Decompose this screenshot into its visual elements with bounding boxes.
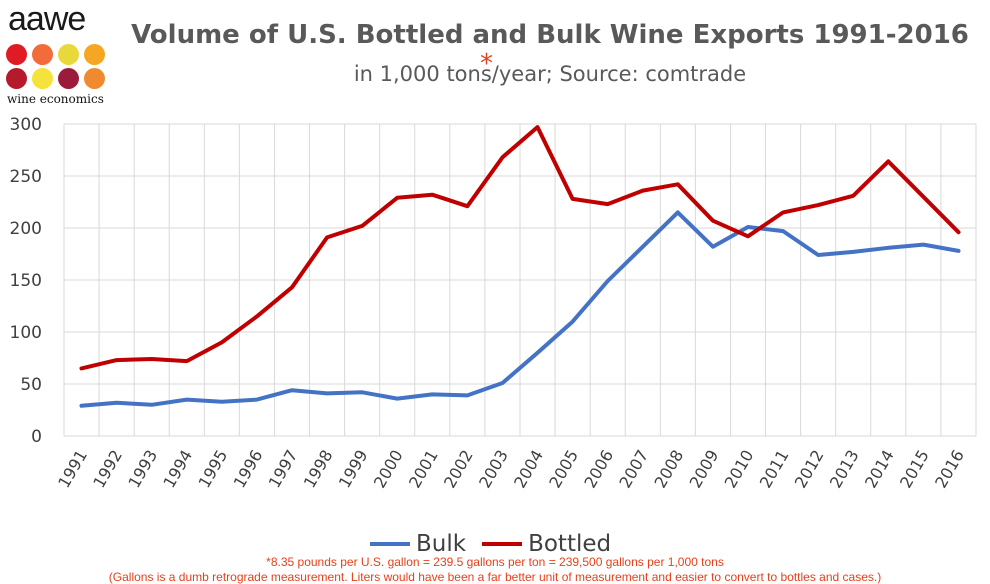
logo-dot bbox=[84, 44, 105, 65]
y-tick-label: 0 bbox=[31, 427, 42, 447]
x-tick-label: 1998 bbox=[300, 447, 337, 492]
series-lines bbox=[79, 125, 961, 408]
legend-swatch-bottled bbox=[482, 542, 523, 546]
logo-dot bbox=[58, 44, 79, 65]
x-tick-label: 1996 bbox=[230, 447, 267, 492]
x-tick-label: 1999 bbox=[335, 447, 372, 492]
y-tick-label: 200 bbox=[10, 219, 42, 239]
y-tick-label: 300 bbox=[10, 115, 42, 135]
logo-dot bbox=[32, 68, 53, 89]
x-tick-label: 2001 bbox=[405, 447, 442, 492]
logo-wordmark: aawe bbox=[8, 0, 86, 38]
x-tick-label: 1992 bbox=[89, 447, 126, 492]
logo-dot bbox=[6, 68, 27, 89]
legend-label-bottled: Bottled bbox=[528, 531, 612, 557]
logo-dot bbox=[6, 44, 27, 65]
y-axis-ticks: 0 50 100 150 200 250 300 bbox=[10, 115, 42, 447]
x-tick-label: 2011 bbox=[756, 447, 793, 492]
x-tick-label: 2015 bbox=[896, 447, 933, 492]
x-tick-label: 2008 bbox=[650, 447, 687, 492]
x-tick-label: 2004 bbox=[510, 447, 547, 492]
logo-tagline: wine economics bbox=[7, 92, 104, 106]
x-tick-label: 2003 bbox=[475, 447, 512, 492]
x-tick-label: 2000 bbox=[370, 447, 407, 492]
legend-item-bulk: Bulk bbox=[370, 531, 466, 557]
x-tick-label: 1993 bbox=[124, 447, 161, 492]
y-tick-label: 50 bbox=[20, 375, 42, 395]
chart-subtitle: in 1,000 tons/year; Source: comtrade bbox=[353, 62, 747, 86]
x-tick-label: 1994 bbox=[159, 447, 196, 492]
y-tick-label: 150 bbox=[10, 271, 42, 291]
x-tick-label: 2007 bbox=[615, 447, 652, 492]
series-line-bulk bbox=[79, 210, 961, 408]
x-tick-label: 2012 bbox=[791, 447, 828, 492]
x-tick-label: 2009 bbox=[686, 447, 723, 492]
aawe-logo: aawe wine economics bbox=[6, 0, 116, 108]
legend-item-bottled: Bottled bbox=[482, 531, 611, 557]
legend-label-bulk: Bulk bbox=[416, 531, 467, 557]
chart-title: Volume of U.S. Bottled and Bulk Wine Exp… bbox=[131, 20, 969, 50]
footnote-remark: (Gallons is a dumb retrograde measuremen… bbox=[108, 570, 882, 584]
logo-dot bbox=[84, 68, 105, 89]
legend-swatch-bulk bbox=[370, 542, 410, 546]
y-tick-label: 250 bbox=[10, 167, 42, 187]
x-tick-label: 2005 bbox=[545, 447, 582, 492]
x-tick-label: 1995 bbox=[194, 447, 231, 492]
footnote-conversion: *8.35 pounds per U.S. gallon = 239.5 gal… bbox=[266, 555, 724, 569]
x-tick-label: 1997 bbox=[265, 447, 302, 492]
x-tick-label: 1991 bbox=[54, 447, 91, 492]
x-tick-label: 2010 bbox=[721, 447, 758, 492]
gridlines bbox=[63, 123, 977, 437]
x-tick-label: 2002 bbox=[440, 447, 477, 492]
x-tick-label: 2016 bbox=[931, 447, 968, 492]
x-tick-label: 2014 bbox=[861, 447, 898, 492]
footnote-asterisk: * bbox=[480, 49, 493, 79]
logo-dot bbox=[58, 68, 79, 89]
x-axis-ticks: 1991199219931994199519961997199819992000… bbox=[54, 447, 968, 492]
series-line-bottled bbox=[79, 125, 961, 371]
chart-legend: Bulk Bottled bbox=[370, 530, 611, 558]
logo-dot bbox=[32, 44, 53, 65]
y-tick-label: 100 bbox=[10, 323, 42, 343]
x-tick-label: 2006 bbox=[580, 447, 617, 492]
x-tick-label: 2013 bbox=[826, 447, 863, 492]
